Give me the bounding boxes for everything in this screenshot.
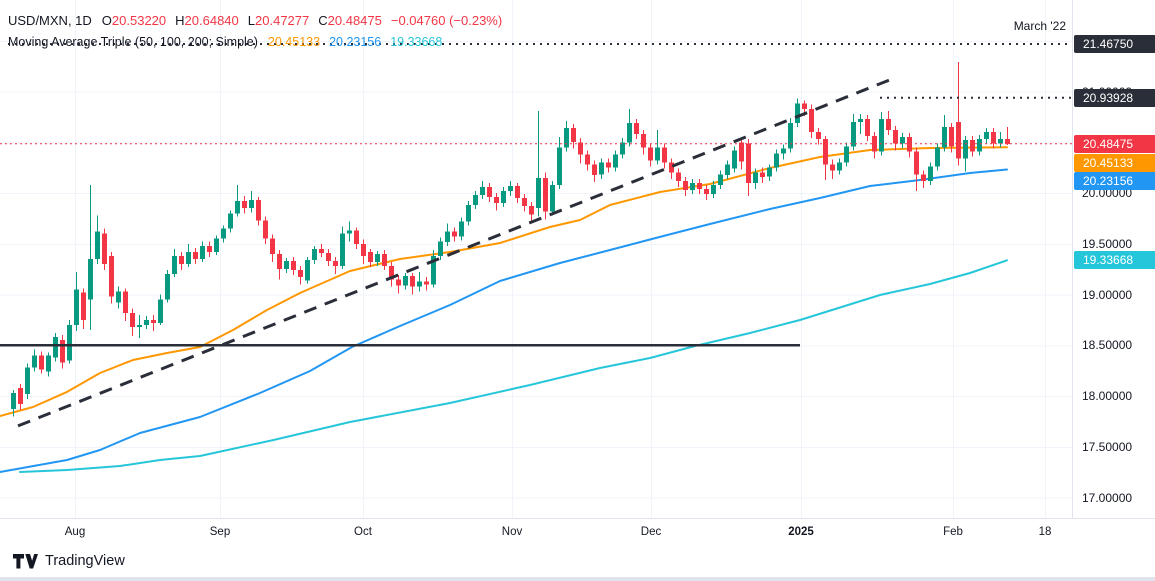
price-label-cyan: 19.33668 xyxy=(1074,251,1155,269)
indicator-values: 20.45133 20.23156 19.33668 xyxy=(268,35,451,49)
time-tick-label: Feb xyxy=(943,526,963,538)
march-22-annotation[interactable]: March '22 xyxy=(1013,19,1066,33)
ma-current-value: 20.45133 xyxy=(267,34,321,49)
candlestick-chart[interactable] xyxy=(0,0,1072,518)
price-label-blue: 20.23156 xyxy=(1074,172,1155,190)
price-label-orange: 20.45133 xyxy=(1074,154,1155,172)
price-label-red: 20.48475 xyxy=(1074,135,1155,153)
indicator-legend-row: Moving Average Triple (50, 100, 200; Sim… xyxy=(8,31,502,52)
symbol-legend-row: USD/MXN, 1D O20.53220 H20.64840 L20.47277 C… xyxy=(8,10,502,31)
time-tick-label: Sep xyxy=(209,526,231,538)
time-tick-label: Nov xyxy=(501,526,523,538)
time-tick-label: 2025 xyxy=(788,526,814,538)
ohlc-readout: O20.53220 H20.64840 L20.47277 C20.48475 xyxy=(102,13,391,28)
chart-pane[interactable]: USD/MXN, 1D O20.53220 H20.64840 L20.47277 C… xyxy=(0,0,1072,518)
price-tick-label: 19.00000 xyxy=(1082,288,1133,302)
time-axis[interactable]: Aug Sep Oct Nov Dec 2025 Feb 18 xyxy=(0,518,1155,546)
tradingview-logo[interactable]: TradingView xyxy=(13,553,125,569)
grid-lines xyxy=(0,0,1072,518)
price-tick-label: 18.00000 xyxy=(1082,389,1133,403)
chart-legend: USD/MXN, 1D O20.53220 H20.64840 L20.47277 C… xyxy=(8,10,502,52)
sma-100-line xyxy=(0,168,1008,473)
price-label-dark: 20.93928 xyxy=(1074,89,1155,107)
ohlc-h-value: H20.64840 xyxy=(175,13,239,28)
tradingview-wordmark: TradingView xyxy=(45,553,125,569)
price-axis[interactable]: 21.0000020.5000020.0000019.5000019.00000… xyxy=(1072,0,1155,518)
price-tick-label: 17.50000 xyxy=(1082,440,1133,454)
sma-200-line xyxy=(19,259,1008,473)
tradingview-logo-icon xyxy=(13,553,38,568)
time-tick-label: Oct xyxy=(354,526,372,538)
bottom-scrollbar-strip[interactable] xyxy=(0,577,1155,581)
price-tick-label: 19.50000 xyxy=(1082,237,1133,251)
price-label-dark: 21.46750 xyxy=(1074,35,1155,53)
price-tick-label: 18.50000 xyxy=(1082,338,1133,352)
price-tick-label: 17.00000 xyxy=(1082,491,1133,505)
time-tick-label: Aug xyxy=(64,526,86,538)
footer-bar: TradingView xyxy=(0,545,1155,577)
ohlc-o-value: O20.53220 xyxy=(101,13,167,28)
change-value: −0.04760 (−0.23%) xyxy=(390,13,503,28)
ma-current-value: 20.23156 xyxy=(329,34,382,49)
dashed-trendline xyxy=(17,75,898,428)
time-tick-label: Dec xyxy=(640,526,662,538)
candlestick-series xyxy=(11,62,1010,417)
ohlc-c-value: C20.48475 xyxy=(318,13,382,28)
time-tick-label: 18 xyxy=(1038,526,1052,538)
ohlc-l-value: L20.47277 xyxy=(247,13,310,28)
indicator-title[interactable]: Moving Average Triple (50, 100, 200; Sim… xyxy=(8,34,258,49)
symbol-title[interactable]: USD/MXN, 1D xyxy=(8,13,92,28)
ma-current-value: 19.33668 xyxy=(390,34,443,49)
